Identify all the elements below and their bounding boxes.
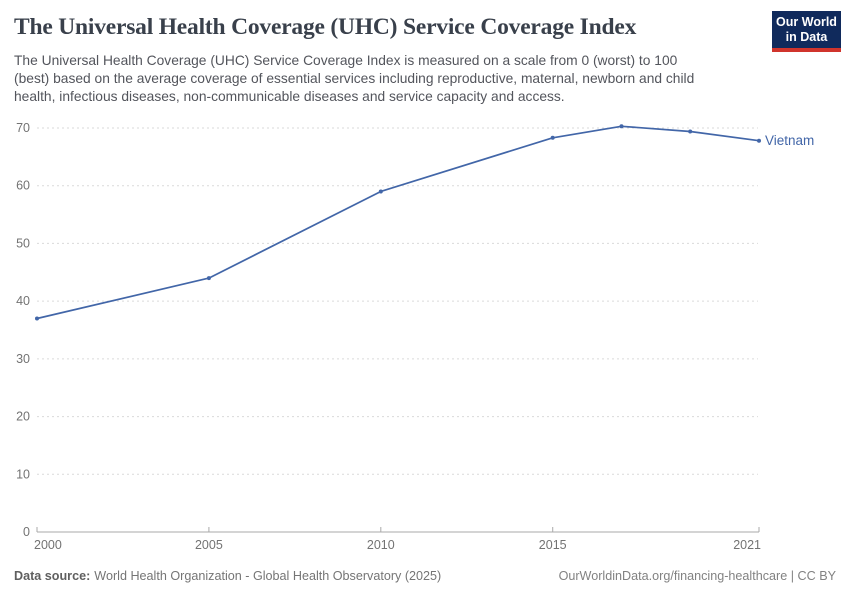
data-point-marker[interactable] bbox=[757, 138, 761, 143]
license-link[interactable]: OurWorldinData.org/financing-healthcare … bbox=[558, 569, 836, 583]
series-line[interactable] bbox=[36, 125, 760, 320]
data-point-marker[interactable] bbox=[378, 189, 383, 194]
owid-logo-line2: in Data bbox=[785, 29, 828, 44]
y-tick-label: 50 bbox=[16, 236, 30, 250]
x-axis: 2000 2005 2010 2015 2021 bbox=[34, 527, 761, 552]
chart-subtitle: The Universal Health Coverage (UHC) Serv… bbox=[14, 53, 695, 104]
owid-logo-line1: Our World bbox=[776, 14, 837, 29]
data-source-label: Data source: bbox=[14, 569, 91, 583]
y-tick-label: 0 bbox=[23, 525, 30, 539]
x-tick-label: 2000 bbox=[34, 538, 62, 552]
y-tick-label: 40 bbox=[16, 294, 30, 308]
y-tick-label: 30 bbox=[16, 352, 30, 366]
data-point-marker[interactable] bbox=[206, 276, 211, 281]
data-source-text: World Health Organization - Global Healt… bbox=[94, 569, 442, 583]
x-tick-label: 2015 bbox=[539, 538, 567, 552]
data-source: Data source: World Health Organization - … bbox=[14, 569, 441, 583]
y-tick-label: 20 bbox=[16, 410, 30, 424]
series-end-label[interactable]: Vietnam bbox=[765, 133, 814, 148]
y-tick-label: 60 bbox=[16, 179, 30, 193]
y-tick-label: 10 bbox=[16, 467, 30, 481]
x-tick-label: 2010 bbox=[367, 538, 395, 552]
data-point-marker[interactable] bbox=[688, 129, 693, 134]
owid-logo[interactable]: Our World in Data bbox=[772, 11, 841, 52]
data-point-marker[interactable] bbox=[619, 124, 624, 129]
data-point-marker[interactable] bbox=[35, 316, 39, 321]
gridlines: 0 10 20 30 40 50 60 70 bbox=[16, 121, 759, 539]
chart-footer: Data source: World Health Organization - … bbox=[14, 569, 836, 583]
data-point-marker[interactable] bbox=[550, 135, 555, 140]
x-tick-label: 2005 bbox=[195, 538, 223, 552]
y-tick-label: 70 bbox=[16, 121, 30, 135]
page-title: The Universal Health Coverage (UHC) Serv… bbox=[14, 14, 637, 40]
uhc-line-chart[interactable]: 0 10 20 30 40 50 60 70 2000 2005 2010 2015 2021 Vietn… bbox=[0, 110, 850, 560]
x-tick-label: 2021 bbox=[733, 538, 761, 552]
